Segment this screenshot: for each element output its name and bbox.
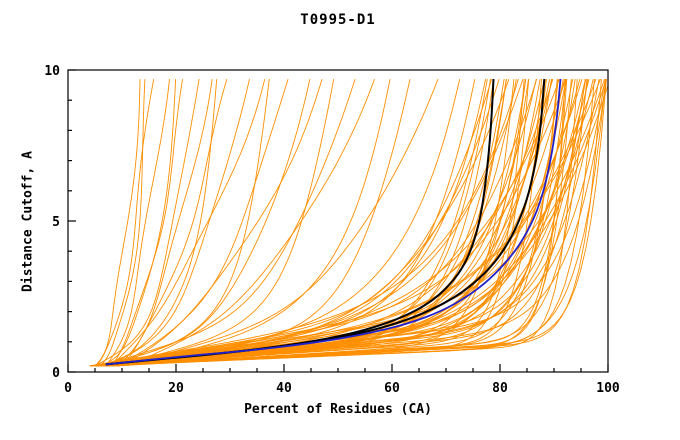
- y-axis-label: Distance Cutoff, A: [20, 151, 36, 292]
- model-curve: [100, 78, 356, 367]
- model-curve: [121, 78, 228, 367]
- model-curve: [100, 78, 537, 367]
- x-tick-label: 20: [168, 381, 184, 396]
- model-curve: [94, 79, 141, 367]
- x-tick-label: 80: [492, 381, 508, 396]
- model-curve: [116, 79, 213, 367]
- model-curve: [121, 78, 323, 367]
- model-curve: [105, 78, 250, 367]
- model-curve: [94, 78, 500, 367]
- model-curve: [110, 79, 184, 367]
- model-curve: [94, 79, 155, 367]
- model-curve: [89, 78, 519, 367]
- reference-model-curve: [105, 79, 562, 366]
- curves-layer: [89, 78, 608, 367]
- model-curve: [116, 78, 590, 367]
- model-curve: [94, 78, 538, 367]
- model-curve: [94, 79, 607, 367]
- x-tick-label: 40: [276, 381, 292, 396]
- model-curve: [94, 78, 606, 367]
- chart-title: T0995-D1: [300, 12, 376, 28]
- model-curve: [110, 78, 266, 367]
- model-curve: [111, 79, 507, 367]
- model-curve: [94, 79, 200, 367]
- y-tick-label: 10: [44, 64, 60, 79]
- model-curve: [100, 79, 487, 367]
- x-tick-label: 100: [596, 381, 620, 396]
- model-curve: [127, 78, 375, 367]
- model-curve: [94, 79, 558, 367]
- model-curve: [100, 79, 270, 367]
- y-tick-label: 0: [52, 366, 60, 381]
- model-curve: [89, 78, 567, 367]
- model-curve: [116, 78, 289, 367]
- x-tick-label: 60: [384, 381, 400, 396]
- model-curve: [100, 79, 574, 367]
- model-curve: [100, 79, 177, 367]
- x-tick-label: 0: [64, 381, 72, 396]
- model-curve: [100, 79, 146, 367]
- model-curve: [100, 79, 218, 367]
- x-axis-label: Percent of Residues (CA): [244, 402, 432, 417]
- model-curve: [105, 79, 170, 367]
- model-curve: [100, 79, 572, 367]
- y-tick-label: 5: [52, 215, 60, 230]
